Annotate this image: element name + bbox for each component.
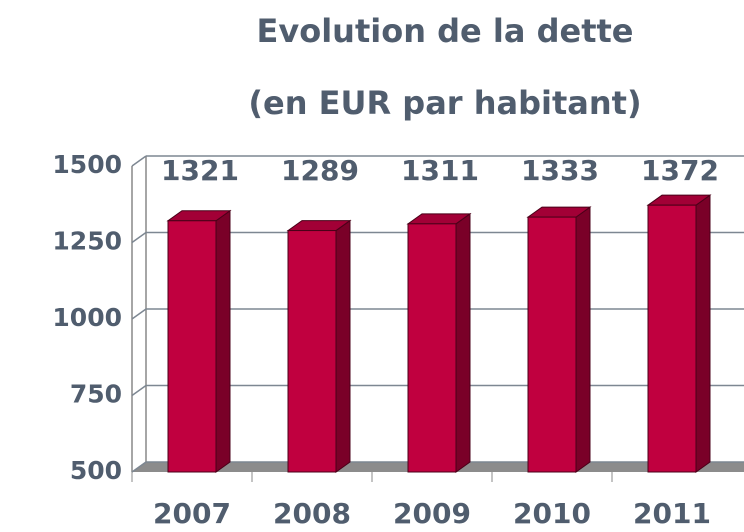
- bar: [287, 230, 337, 473]
- chart-title: Evolution de la dette: [257, 12, 634, 50]
- data-label: 1311: [401, 154, 479, 187]
- bar-side: [335, 219, 351, 473]
- y-tick-label: 1250: [52, 227, 122, 256]
- y-tick-label: 750: [70, 380, 122, 409]
- x-tick-label: 2009: [393, 497, 471, 530]
- bar-side: [575, 206, 591, 473]
- x-tick-label: 2007: [153, 497, 231, 530]
- data-label: 1333: [521, 154, 599, 187]
- grid-line-side: [131, 231, 147, 244]
- data-label: 1372: [641, 154, 719, 187]
- bar: [167, 220, 217, 473]
- bar-side: [455, 212, 471, 473]
- grid-line-side: [131, 155, 147, 167]
- x-tick-label: 2008: [273, 497, 351, 530]
- y-tick-label: 500: [70, 456, 122, 485]
- data-label: 1289: [281, 154, 359, 187]
- bar-side: [695, 194, 711, 473]
- grid-line-side: [131, 461, 147, 473]
- bar: [647, 204, 697, 473]
- grid-line-side: [131, 308, 147, 320]
- bar: [527, 216, 577, 473]
- bar: [407, 223, 457, 473]
- x-tick-label: 2011: [633, 497, 711, 530]
- bar-side: [215, 209, 231, 473]
- x-tick-label: 2010: [513, 497, 591, 530]
- y-tick-label: 1000: [52, 303, 122, 332]
- y-tick-label: 1500: [52, 150, 122, 179]
- grid-line-side: [131, 384, 147, 397]
- data-label: 1321: [161, 154, 239, 187]
- chart-subtitle: (en EUR par habitant): [248, 84, 641, 122]
